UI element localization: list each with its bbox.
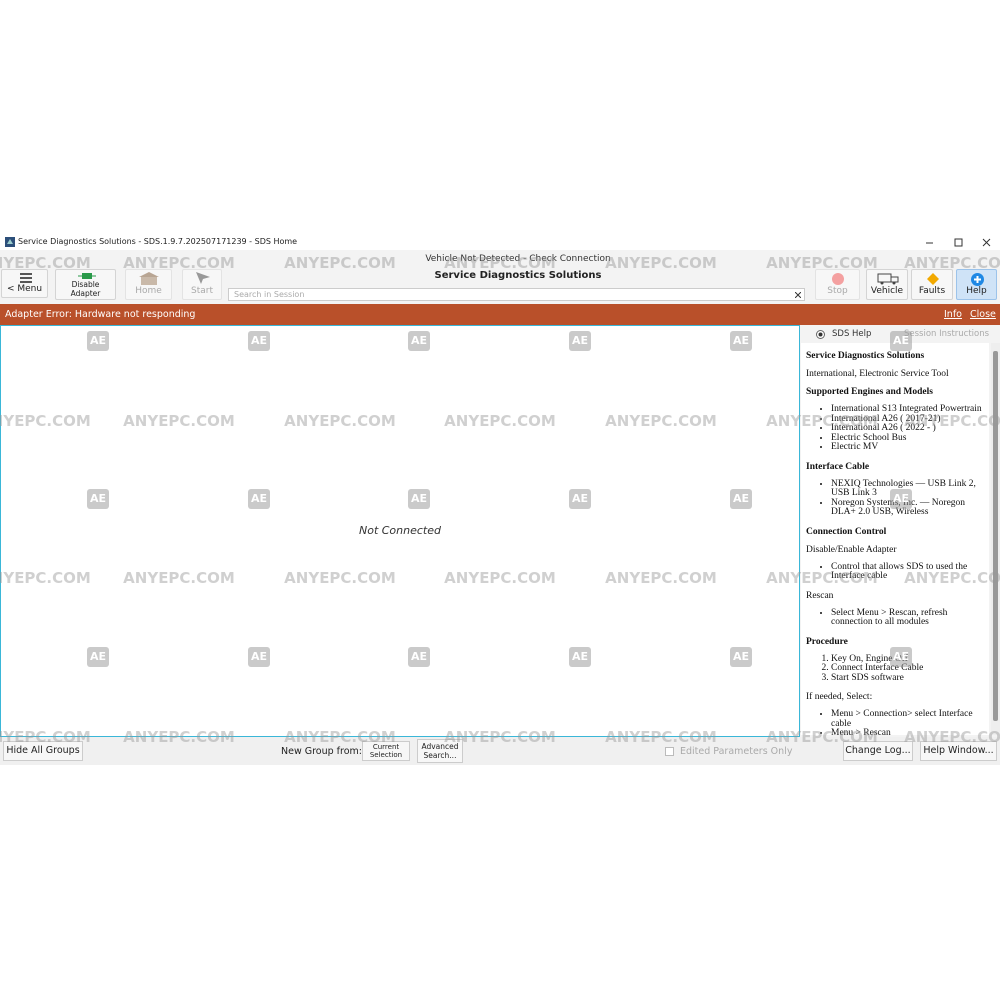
help-heading: Interface Cable [806, 461, 870, 472]
session-panel: Not Connected [0, 325, 800, 737]
button-label: Vehicle [870, 286, 904, 296]
help-list: NEXIQ Technologies — USB Link 2, USB Lin… [806, 479, 985, 518]
button-label: Stop [827, 286, 848, 296]
help-tabs: SDS Help Session Instructions [801, 325, 1000, 343]
help-content: Service Diagnostics Solutions Internation… [801, 343, 989, 735]
help-paragraph: Disable/Enable Adapter [806, 544, 897, 555]
help-list-item: NEXIQ Technologies — USB Link 2, USB Lin… [831, 479, 985, 499]
help-icon [971, 273, 984, 286]
app-title: Service Diagnostics Solutions [434, 270, 602, 281]
stop-button[interactable]: Stop [815, 269, 860, 300]
toolbar: < Menu Disable Adapter Home Start Vehicl… [0, 250, 1000, 304]
help-list: Select Menu > Rescan, refresh connection… [806, 608, 985, 628]
new-group-label: New Group from: [281, 746, 362, 757]
app-window: Service Diagnostics Solutions - SDS.1.9.… [0, 235, 1000, 765]
help-paragraph: International, Electronic Service Tool [806, 369, 949, 379]
menu-button[interactable]: < Menu [1, 269, 48, 298]
start-icon [196, 272, 210, 284]
title-bar: Service Diagnostics Solutions - SDS.1.9.… [0, 235, 1000, 250]
help-list-item: Start SDS software [831, 673, 985, 684]
help-heading: Procedure [806, 636, 848, 647]
help-heading: Service Diagnostics Solutions [806, 351, 925, 361]
button-label: Help [966, 286, 987, 296]
button-label: Start [191, 286, 213, 296]
search-placeholder: Search in Session [234, 290, 305, 299]
change-log-button[interactable]: Change Log... [843, 741, 913, 761]
clear-search-icon[interactable] [795, 292, 801, 298]
help-button[interactable]: Help [956, 269, 997, 300]
button-label: < Menu [6, 284, 43, 294]
connection-status: Vehicle Not Detected - Check Connection [425, 254, 611, 264]
disable-adapter-button[interactable]: Disable Adapter [55, 269, 116, 300]
help-list: Key On, Engine OffConnect Interface Cabl… [806, 654, 985, 684]
radio-icon [816, 330, 825, 339]
faults-button[interactable]: Faults [911, 269, 953, 300]
help-list-item: Electric School Bus [831, 433, 985, 444]
help-list-item: Menu > Rescan [831, 728, 985, 735]
help-list-item: International A26 ( 2022 - ) [831, 423, 985, 434]
help-list-item: Menu > Connection> select Interface cabl… [831, 709, 985, 729]
home-icon [139, 272, 159, 285]
scrollbar[interactable] [991, 343, 1000, 735]
help-tab[interactable]: SDS Help [832, 329, 872, 339]
advanced-search-button[interactable]: Advanced Search... [417, 739, 463, 763]
scrollbar-thumb[interactable] [993, 351, 998, 721]
help-list: Menu > Connection> select Interface cabl… [806, 709, 985, 735]
help-paragraph: If needed, Select: [806, 692, 873, 702]
help-list-item: Key On, Engine Off [831, 654, 985, 665]
session-status: Not Connected [358, 524, 441, 537]
menu-icon [20, 273, 32, 283]
checkbox[interactable] [665, 747, 674, 756]
help-list-item: Noregon Systems, Inc. — Noregon DLA+ 2.0… [831, 498, 985, 518]
edited-only-label: Edited Parameters Only [680, 746, 793, 757]
adapter-icon [78, 273, 96, 279]
error-message: Adapter Error: Hardware not responding [5, 309, 196, 320]
window-title: Service Diagnostics Solutions - SDS.1.9.… [18, 237, 298, 246]
truck-icon [877, 273, 899, 285]
stop-icon [832, 273, 844, 285]
bottom-bar: Hide All Groups New Group from: Current … [0, 737, 1000, 765]
help-list: Control that allows SDS to used the Inte… [806, 562, 985, 582]
help-list-item: Control that allows SDS to used the Inte… [831, 562, 985, 582]
help-window-button[interactable]: Help Window... [920, 741, 997, 761]
help-paragraph: Rescan [806, 590, 834, 601]
help-list-item: Electric MV [831, 442, 985, 453]
help-list-item: Connect Interface Cable [831, 663, 985, 674]
help-list-item: International S13 Integrated Powertrain [831, 404, 985, 415]
help-list-item: Select Menu > Rescan, refresh connection… [831, 608, 985, 628]
window-controls[interactable] [920, 237, 995, 248]
instructions-tab[interactable]: Session Instructions [904, 329, 990, 339]
help-heading: Supported Engines and Models [806, 387, 933, 397]
button-label: Home [135, 286, 162, 296]
hide-groups-button[interactable]: Hide All Groups [3, 741, 83, 761]
faults-icon [927, 273, 939, 285]
app-icon [5, 237, 15, 247]
home-button[interactable]: Home [125, 269, 172, 300]
error-bar: Adapter Error: Hardware not responding I… [0, 304, 1000, 325]
help-list-item: International A26 ( 2017-21) [831, 414, 985, 425]
close-link[interactable]: Close [970, 309, 996, 320]
button-label: Disable Adapter [70, 280, 101, 298]
help-heading: Connection Control [806, 526, 887, 537]
info-link[interactable]: Info [944, 309, 962, 320]
search-box[interactable]: Search in Session [228, 288, 805, 301]
start-button[interactable]: Start [182, 269, 222, 300]
help-list: International S13 Integrated PowertrainI… [806, 404, 985, 453]
vehicle-button[interactable]: Vehicle [866, 269, 908, 300]
button-label: Faults [918, 286, 946, 296]
current-selection-button[interactable]: Current Selection [362, 741, 410, 761]
